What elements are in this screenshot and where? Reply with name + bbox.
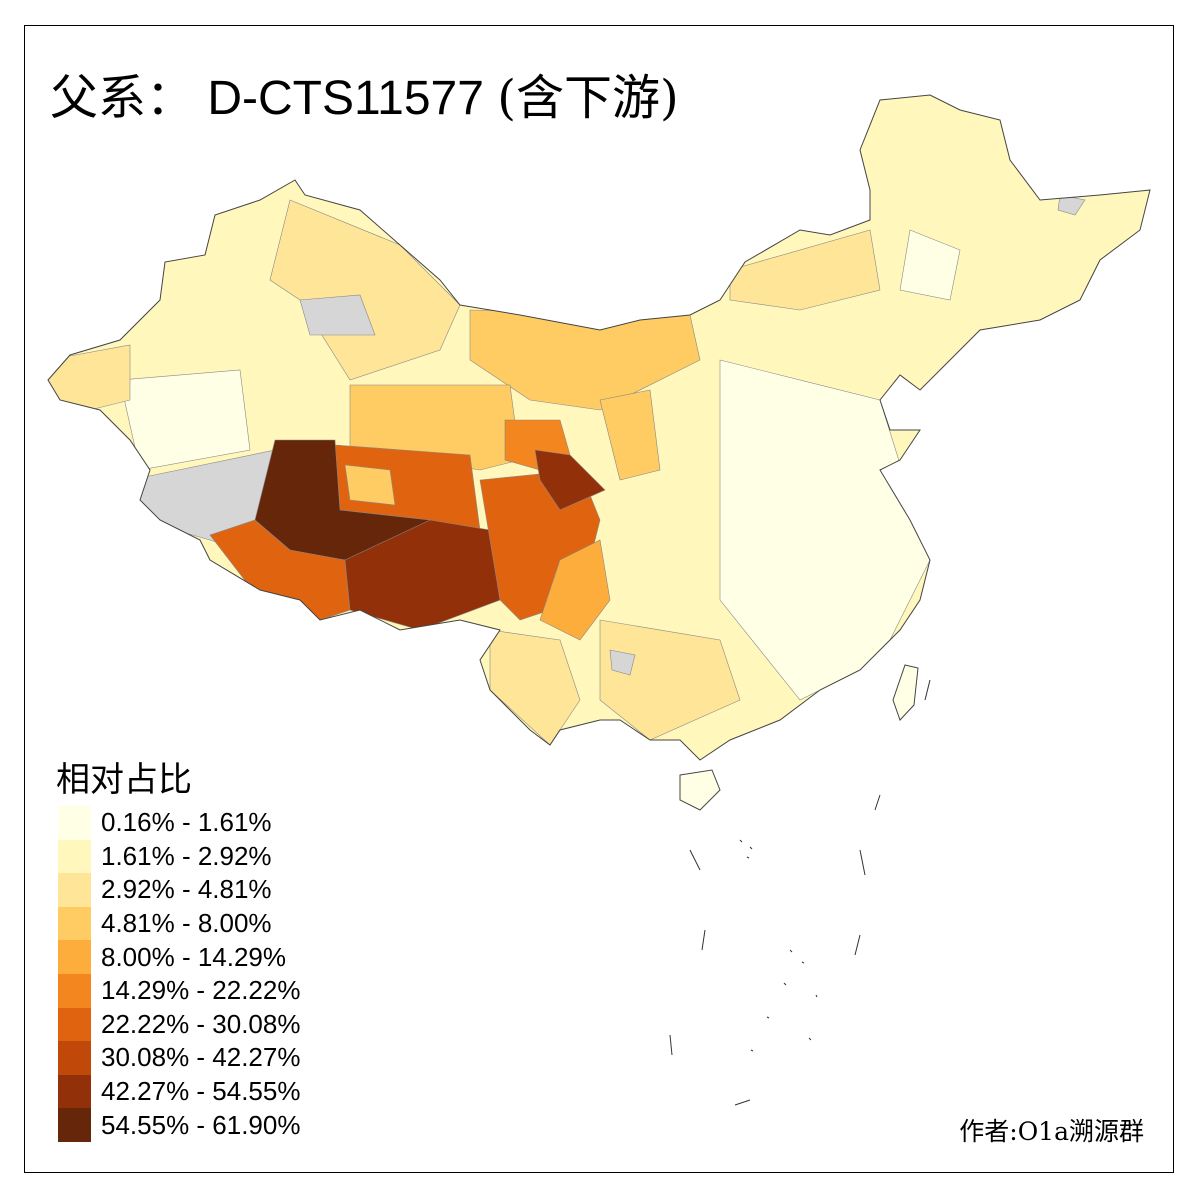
legend-swatch [58,906,91,941]
legend-item: 30.08% - 42.27% [58,1041,300,1075]
legend-item: 0.16% - 1.61% [58,806,300,840]
legend-swatch [58,1041,91,1075]
region-nodata-northeast [1057,194,1086,216]
legend-item: 22.22% - 30.08% [58,1007,301,1042]
region-shaanxi [599,389,661,481]
legend-title: 相对占比 [56,760,192,800]
region-nodata-guangxi [609,649,636,676]
title-haplogroup: D-CTS11577 [207,72,484,125]
legend-item: 14.29% - 22.22% [58,973,301,1008]
legend-swatch [58,940,91,974]
legend-label: 4.81% - 8.00% [101,908,272,939]
map-title: 父系： D-CTS11577 (含下游) [50,58,679,128]
legend-swatch [58,839,91,874]
legend: 0.16% - 1.61% 1.61% - 2.92% 2.92% - 4.81% 4… [58,806,300,1142]
south-china-sea-islands [669,679,931,1106]
legend-swatch [58,973,91,1008]
legend-label: 54.55% - 61.90% [101,1109,301,1140]
region-south-xinjiang [119,369,251,471]
region-west-xinjiang [48,344,131,411]
legend-item: 1.61% - 2.92% [58,839,300,874]
legend-label: 0.16% - 1.61% [101,807,272,838]
region-ne-mongolia [729,229,881,311]
region-nodata-xinjiang [299,294,376,336]
legend-item: 54.55% - 61.90% [58,1108,300,1142]
legend-swatch [58,1074,91,1109]
region-qinghai-gansu [349,384,521,471]
legend-label: 42.27% - 54.55% [101,1076,301,1107]
region-qinghai-inner [344,464,396,506]
legend-label: 2.92% - 4.81% [101,874,272,905]
legend-swatch [58,1108,91,1142]
region-guizhou-guangxi [599,619,741,741]
legend-label: 30.08% - 42.27% [101,1042,301,1073]
legend-label: 22.22% - 30.08% [101,1008,301,1039]
region-sichuan-east [539,539,611,641]
author-credit: 作者:O1a溯源群 [959,1117,1144,1146]
legend-swatch [58,873,91,907]
legend-item: 4.81% - 8.00% [58,906,300,941]
map-frame [24,25,1174,1173]
legend-label: 14.29% - 22.22% [101,975,301,1006]
legend-item: 8.00% - 14.29% [58,940,300,974]
region-gansu-dark [534,449,606,511]
legend-item: 2.92% - 4.81% [58,873,300,907]
region-east-xinjiang [269,199,461,381]
title-suffix: (含下游) [497,70,679,126]
hainan [679,769,721,811]
title-prefix: 父系： [50,70,195,126]
legend-swatch [58,1007,91,1042]
legend-item: 42.27% - 54.55% [58,1074,301,1109]
taiwan [892,664,919,721]
region-northeast-light [899,229,961,301]
legend-label: 8.00% - 14.29% [101,941,287,972]
legend-swatch [58,806,91,840]
legend-label: 1.61% - 2.92% [101,840,272,871]
region-yunnan [489,629,581,746]
